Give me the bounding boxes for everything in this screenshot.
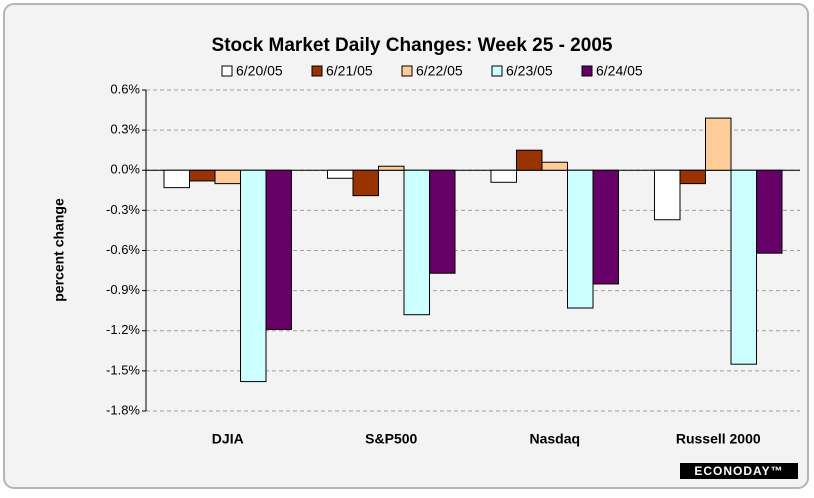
bar (377, 165, 405, 171)
x-tick-label: S&P500 (365, 431, 417, 447)
y-tick-label: 0.0% (110, 162, 140, 177)
x-tick-label: DJIA (212, 431, 244, 447)
bar (163, 169, 190, 189)
legend-label: 6/23/05 (506, 63, 553, 79)
legend-swatch (581, 65, 593, 77)
bar (541, 161, 569, 171)
y-tick-label: -1.2% (106, 322, 140, 337)
bar (730, 169, 758, 365)
bar (567, 169, 594, 309)
y-tick-label: -1.8% (106, 402, 140, 417)
y-tick-label: -0.3% (106, 202, 140, 217)
y-tick-label: 0.6% (110, 81, 140, 96)
bar (188, 169, 216, 182)
legend-label: 6/24/05 (596, 63, 643, 79)
bar (756, 169, 783, 254)
chart-title: Stock Market Daily Changes: Week 25 - 20… (212, 35, 613, 56)
legend-swatch (401, 65, 413, 77)
legend-label: 6/20/05 (236, 63, 283, 79)
bar (429, 169, 456, 274)
legend-swatch (311, 65, 323, 77)
bar (326, 169, 354, 179)
bar (490, 169, 517, 183)
bar (679, 169, 706, 185)
legend-label: 6/22/05 (416, 63, 463, 79)
bar (704, 117, 732, 171)
y-tick-label: -0.6% (106, 242, 140, 257)
y-axis-label: percent change (51, 198, 67, 302)
bar (214, 169, 242, 185)
y-tick-label: -0.9% (106, 282, 140, 297)
bar (653, 169, 681, 221)
legend-swatch (221, 65, 233, 77)
y-tick-label: 0.3% (110, 122, 140, 137)
brand-box (680, 463, 798, 479)
y-tick-label: -1.5% (106, 362, 140, 377)
brand: ECONODAY™ (694, 464, 783, 478)
bar (592, 169, 620, 285)
x-tick-label: Russell 2000 (676, 431, 761, 447)
legend-label: 6/21/05 (326, 63, 373, 79)
bar (240, 169, 267, 383)
bar (515, 149, 543, 171)
x-tick-label: Nasdaq (529, 431, 580, 447)
legend-swatch (491, 65, 503, 77)
bar (403, 169, 431, 316)
bar (265, 169, 293, 330)
bar (352, 169, 379, 197)
